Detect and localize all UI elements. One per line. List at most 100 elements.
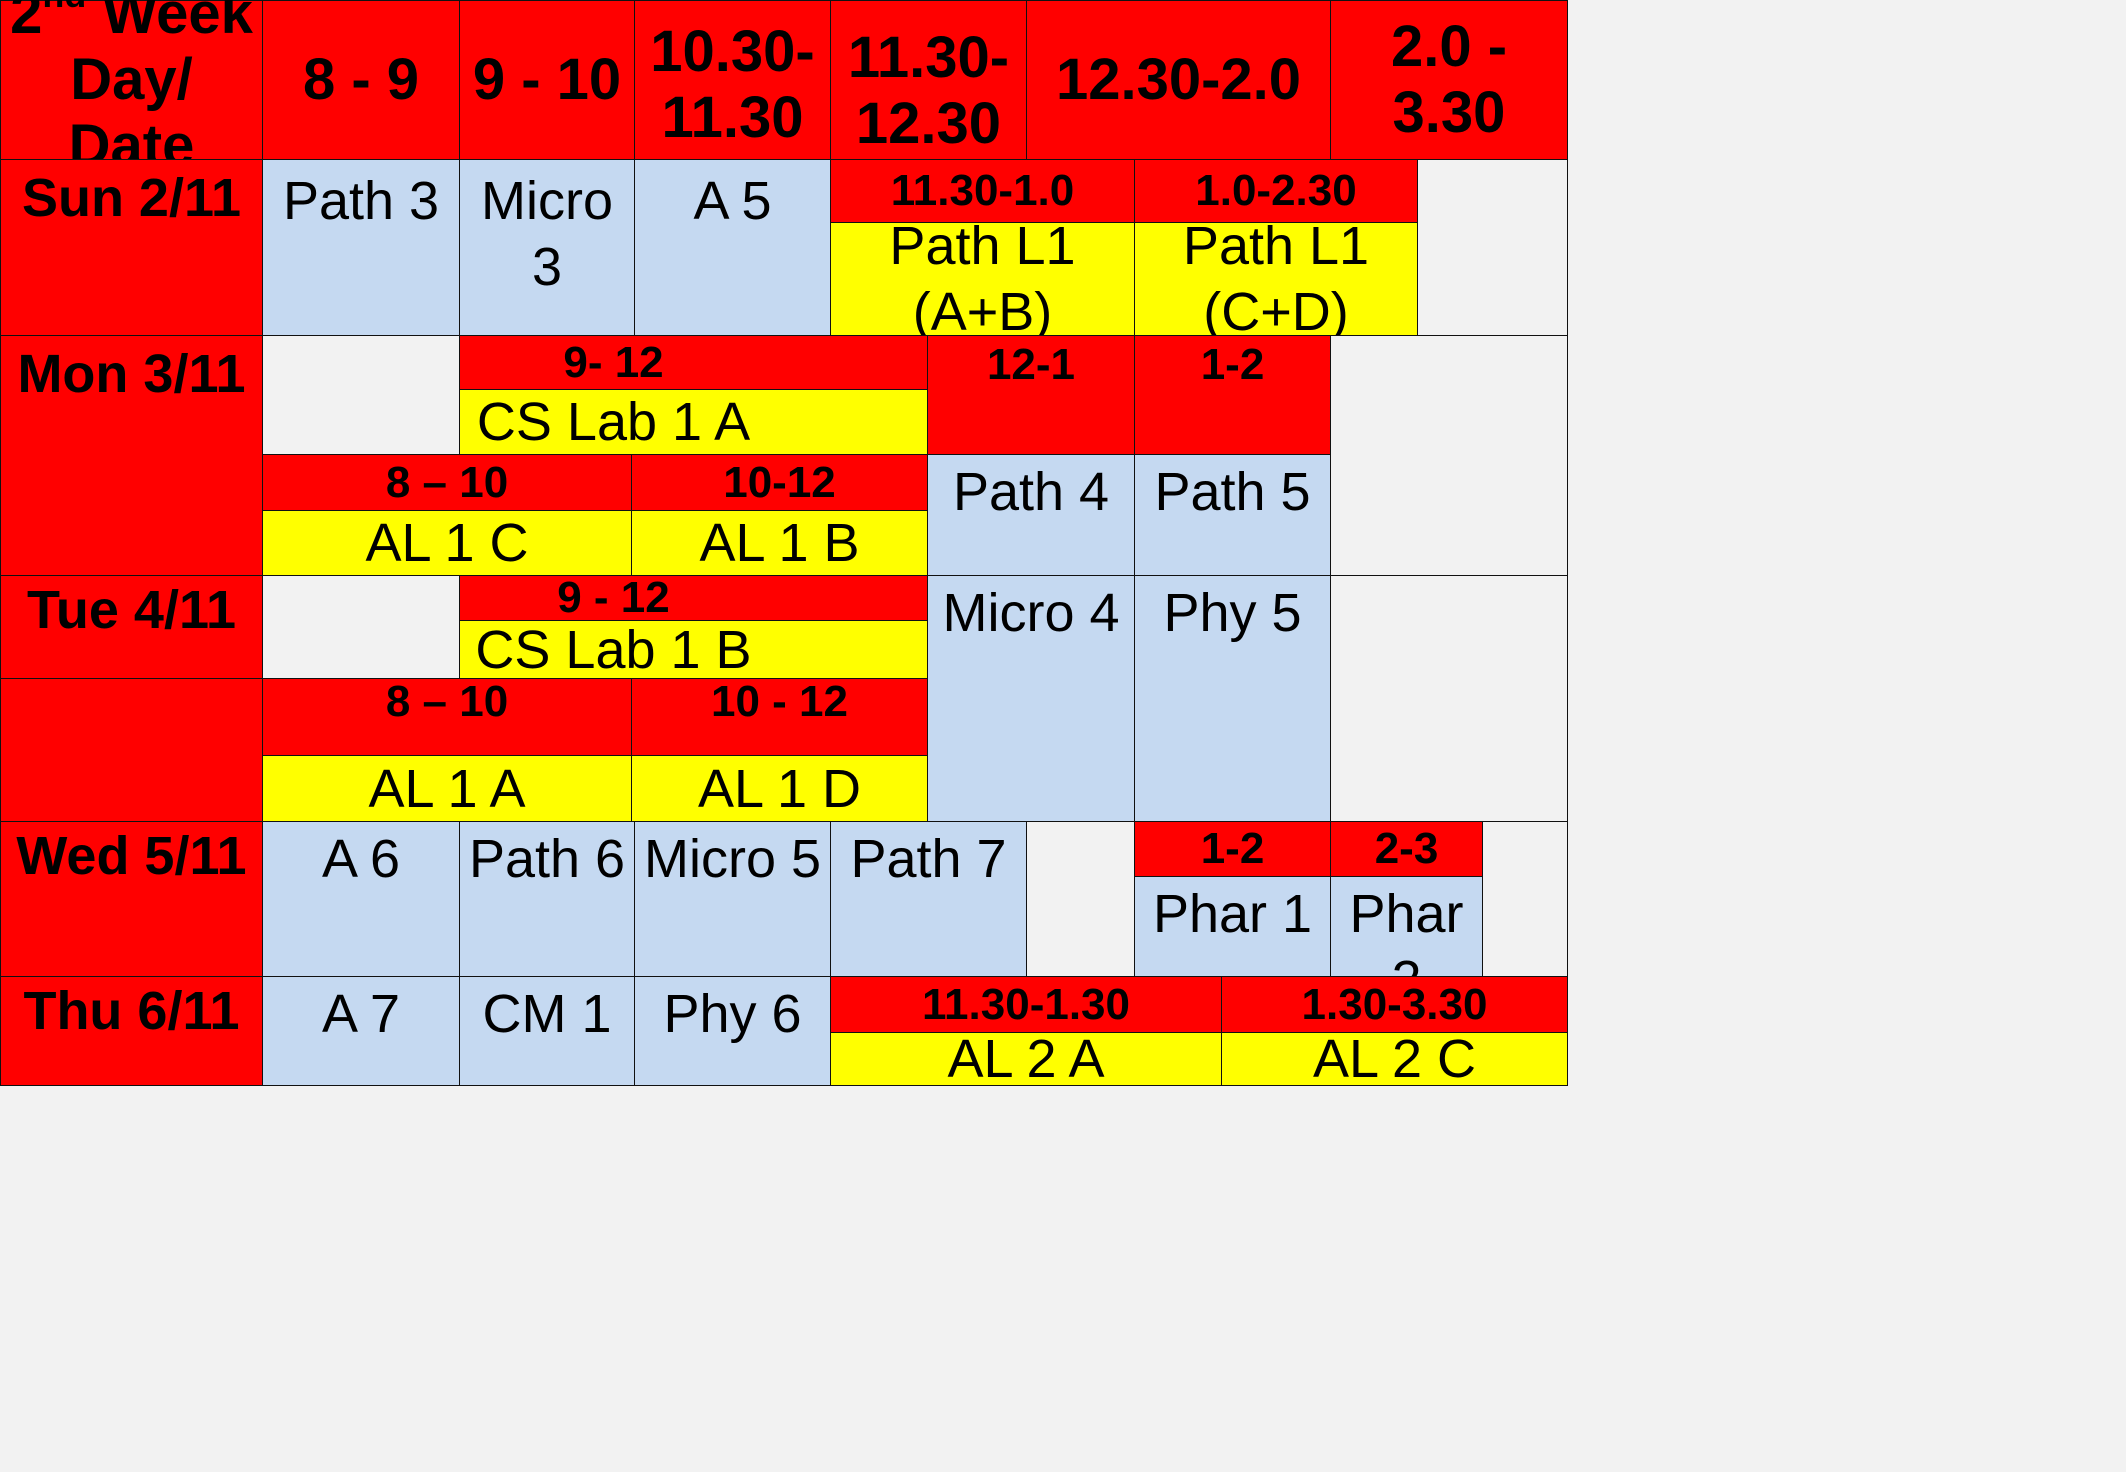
session-label: A 6 <box>321 829 401 889</box>
slot-header-10-30: 10.30- 11.30 <box>634 0 831 160</box>
time-label: 10 - 12 <box>711 677 848 726</box>
group-label: (A+B) <box>912 282 1053 342</box>
mon-time-1-2: 1-2 <box>1134 335 1331 455</box>
session-label: Phar 1 <box>1152 884 1313 944</box>
time-label: 1-2 <box>1200 340 1265 389</box>
slot-label: 8 - 9 <box>302 47 420 112</box>
mon-cs-lab-1-a: CS Lab 1 A <box>459 389 928 455</box>
slot-header-11-30: 11.30- 12.30 <box>830 0 1027 160</box>
empty-cell <box>262 335 460 455</box>
session-label: Micro 3 <box>481 171 613 297</box>
slot-header-12-30: 12.30-2.0 <box>1026 0 1331 160</box>
session-label: AL 2 A <box>947 1029 1105 1089</box>
wed-path-7: Path 7 <box>830 821 1027 977</box>
mon-time-10-12: 10-12 <box>631 454 928 511</box>
thu-al-2-a: AL 2 A <box>830 1029 1222 1089</box>
day-label: Thu 6/11 <box>23 981 240 1041</box>
empty-cell <box>262 575 460 679</box>
time-label: 8 – 10 <box>385 677 509 726</box>
session-label: Path 3 <box>282 171 440 231</box>
session-label: AL 1 B <box>699 513 860 573</box>
session-label: Phy 5 <box>1163 583 1302 643</box>
mon-al-1-b: AL 1 B <box>631 510 928 576</box>
slot-label-line-1: 11.30- <box>847 25 1010 90</box>
time-label: 8 – 10 <box>385 457 509 507</box>
session-label: Path 7 <box>850 829 1007 889</box>
sun-path-lab-a-b: Path L1 (A+B) <box>830 216 1135 342</box>
wed-time-2-3: 2-3 <box>1330 821 1483 877</box>
slot-header-2-0: 2.0 - 3.30 <box>1330 0 1568 160</box>
day-label: Mon 3/11 <box>17 344 246 404</box>
tue-al-1-a: AL 1 A <box>262 755 632 822</box>
sun-path-3: Path 3 <box>262 159 460 336</box>
thu-time-1-30-3-30: 1.30-3.30 <box>1221 976 1568 1033</box>
thu-time-11-30-1-30: 11.30-1.30 <box>830 976 1222 1033</box>
tue-time-9-12: 9 - 12 <box>459 573 928 622</box>
mon-time-8-10: 8 – 10 <box>262 454 632 511</box>
day-tue: Tue 4/11 <box>0 575 263 679</box>
day-date-label: Day/ Date <box>68 47 195 178</box>
session-label: Path 5 <box>1154 462 1311 522</box>
tue-cs-lab-1-b: CS Lab 1 B <box>459 620 928 680</box>
session-label: CM 1 <box>482 984 612 1044</box>
empty-cell <box>1482 821 1568 977</box>
time-label: 1.0-2.30 <box>1195 166 1357 215</box>
time-label: 1-2 <box>1200 824 1265 873</box>
session-label: Path 4 <box>952 462 1110 522</box>
slot-label: 2.0 - 3.30 <box>1390 14 1508 145</box>
empty-cell <box>1417 159 1568 336</box>
day-mon: Mon 3/11 <box>0 335 263 576</box>
time-label: 11.30-1.0 <box>890 166 1075 215</box>
time-label: 9- 12 <box>563 337 664 387</box>
session-label: Phy 6 <box>663 984 802 1044</box>
time-label: 2-3 <box>1374 824 1439 873</box>
day-label: Tue 4/11 <box>26 580 237 640</box>
session-label: Micro 4 <box>942 583 1120 643</box>
wed-micro-5: Micro 5 <box>634 821 831 977</box>
tue-time-10-12: 10 - 12 <box>631 678 928 756</box>
mon-time-9-12: 9- 12 <box>459 335 928 390</box>
wed-phar-2: Phar 2 <box>1330 876 1483 1010</box>
mon-time-12-1: 12-1 <box>927 335 1135 455</box>
day-label: Wed 5/11 <box>16 826 247 886</box>
session-label: CS Lab 1 B <box>475 619 752 680</box>
sun-micro-3: Micro 3 <box>459 159 635 336</box>
tue-al-1-d: AL 1 D <box>631 755 928 822</box>
empty-cell <box>1026 821 1135 977</box>
time-label: 11.30-1.30 <box>922 979 1130 1029</box>
thu-a-7: A 7 <box>262 976 460 1086</box>
day-tue-continuation <box>0 678 263 822</box>
tue-phy-5: Phy 5 <box>1134 575 1331 822</box>
wed-time-1-2: 1-2 <box>1134 821 1331 877</box>
week-number: 2 <box>10 0 43 46</box>
day-label: Sun 2/11 <box>21 168 242 228</box>
session-label: AL 1 D <box>697 758 862 819</box>
session-label: Micro 5 <box>643 829 822 889</box>
session-label: AL 1 A <box>368 758 526 819</box>
wed-path-6: Path 6 <box>459 821 635 977</box>
session-label: Path 6 <box>468 829 626 889</box>
day-sun: Sun 2/11 <box>0 159 263 336</box>
wed-phar-1: Phar 1 <box>1134 876 1331 977</box>
mon-path-5: Path 5 <box>1134 454 1331 576</box>
tue-micro-4: Micro 4 <box>927 575 1135 822</box>
slot-label-line-2: 12.30 <box>855 91 1002 156</box>
week-word: Week <box>102 0 253 46</box>
session-label: Path L1 <box>1182 216 1370 276</box>
slot-header-8-9: 8 - 9 <box>262 0 460 160</box>
empty-cell <box>1330 335 1568 576</box>
wed-a-6: A 6 <box>262 821 460 977</box>
slot-label: 12.30-2.0 <box>1055 47 1302 112</box>
week-day-date-header: 2nd Week Day/ Date <box>0 0 263 178</box>
slot-header-9-10: 9 - 10 <box>459 0 635 160</box>
sun-time-1-0-2-30: 1.0-2.30 <box>1134 159 1418 223</box>
sun-time-11-30-1-0: 11.30-1.0 <box>830 159 1135 223</box>
week-ordinal-suffix: nd <box>42 0 86 15</box>
tue-time-8-10: 8 – 10 <box>262 678 632 756</box>
time-label: 1.30-3.30 <box>1301 979 1488 1029</box>
time-label: 10-12 <box>723 457 836 507</box>
session-label-line-1: Phar <box>1349 884 1464 944</box>
slot-label-line-1: 10.30- <box>650 19 815 84</box>
slot-label: 9 - 10 <box>472 47 622 112</box>
sun-path-lab-c-d: Path L1 (C+D) <box>1134 216 1418 342</box>
